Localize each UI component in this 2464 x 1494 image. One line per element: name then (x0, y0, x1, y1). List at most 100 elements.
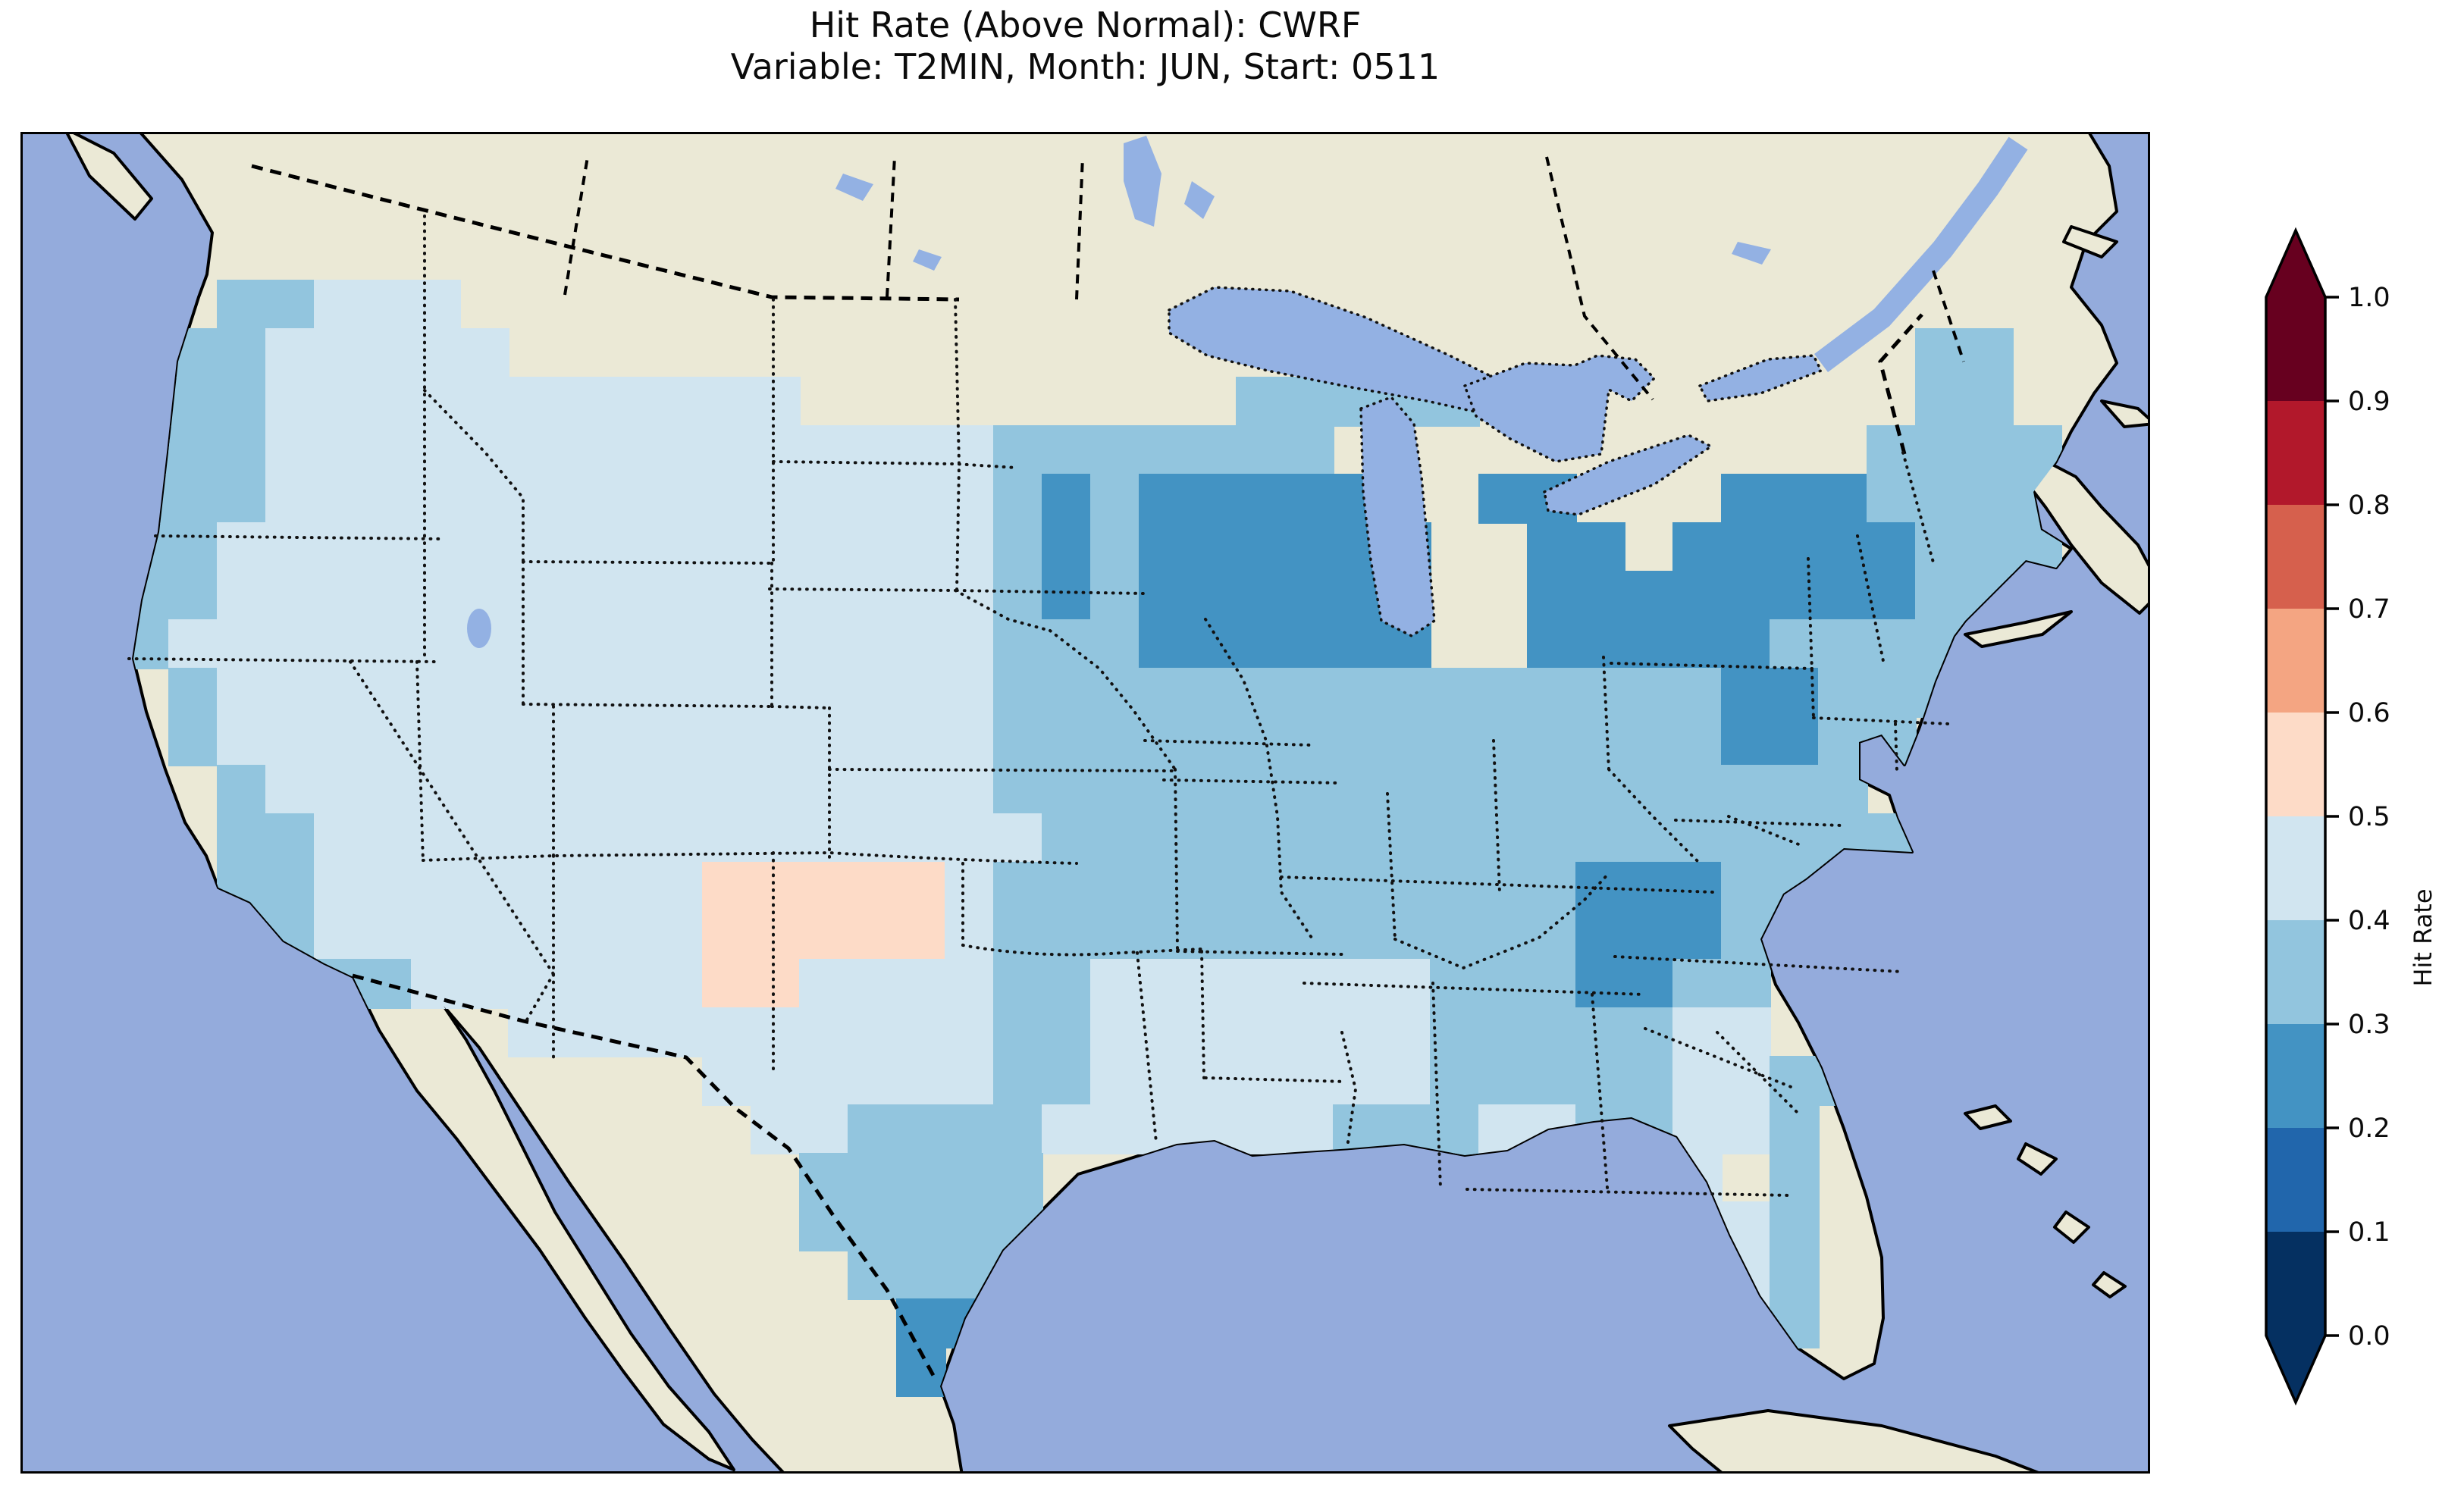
hit-rate-cell (1721, 716, 1771, 766)
hit-rate-cell (362, 522, 412, 572)
colorbar-tick-label: 1.0 (2348, 283, 2390, 313)
hit-rate-cell (1381, 862, 1431, 912)
hit-rate-cell (1672, 619, 1723, 669)
state-borders (127, 215, 1950, 1197)
hit-rate-cell (314, 377, 364, 427)
hit-rate-cell (1139, 619, 1189, 669)
hit-rate-cell (1867, 571, 1917, 621)
hit-rate-cell (265, 862, 315, 912)
hit-rate-cell (265, 425, 315, 475)
hit-rate-cell (1090, 522, 1140, 572)
bahamas-island (1964, 1104, 2012, 1130)
hit-rate-cell (1575, 813, 1625, 863)
colorbar-extend-high-arrow (2266, 230, 2325, 297)
hit-rate-cell (751, 1056, 801, 1106)
hit-rate-cell (1867, 619, 1917, 669)
hit-rate-cell (1770, 1250, 1820, 1300)
hit-rate-cell (799, 716, 849, 766)
hit-rate-cell (508, 619, 558, 669)
hit-rate-cell (848, 910, 898, 960)
hit-rate-cell (1284, 1104, 1334, 1154)
hit-rate-cell (896, 474, 946, 524)
hit-rate-cell (1187, 959, 1237, 1009)
hit-rate-cell (945, 619, 995, 669)
hit-rate-cell (1236, 619, 1286, 669)
hit-rate-cell (1284, 910, 1334, 960)
hit-rate-cell (896, 1201, 946, 1251)
hit-rate-cell (508, 765, 558, 815)
hit-rate-cell (654, 910, 704, 960)
colorbar-tick-label: 0.4 (2348, 906, 2390, 936)
hit-rate-cell (1721, 1104, 1771, 1154)
us-canada-border (251, 164, 960, 302)
hit-rate-cell (945, 522, 995, 572)
hit-rate-cell (459, 377, 509, 427)
hit-rate-cell (1090, 813, 1140, 863)
hit-rate-cell (1964, 522, 2014, 572)
hit-rate-cell (1527, 619, 1577, 669)
hit-rate-cell (896, 425, 946, 475)
lake-ontario (1698, 354, 1823, 402)
colorbar-extend-low-arrow (2266, 1336, 2325, 1402)
hit-rate-cell (556, 522, 607, 572)
hit-rate-cell (411, 765, 461, 815)
hit-rate-cell (362, 813, 412, 863)
hit-rate-cell (1672, 1056, 1723, 1106)
lake-winnipeg (1124, 136, 1161, 227)
hit-rate-cell (702, 425, 752, 475)
hit-rate-cell (1964, 474, 2014, 524)
hit-rate-cell (1430, 1104, 1480, 1154)
hit-rate-cell (896, 1250, 946, 1300)
hit-rate-cell (168, 425, 218, 475)
hit-rate-cell (896, 716, 946, 766)
colorbar-tick-label: 0.8 (2348, 490, 2390, 521)
hit-rate-cell (654, 765, 704, 815)
hit-rate-cell (1236, 522, 1286, 572)
hit-rate-cell (1624, 959, 1674, 1009)
nova-scotia (2024, 457, 2148, 615)
hit-rate-cell (314, 571, 364, 621)
vancouver-island (65, 134, 153, 221)
hit-rate-cell (702, 910, 752, 960)
hit-rate-cell (993, 1153, 1043, 1203)
hit-rate-cell (1527, 716, 1577, 766)
hit-rate-cell (1187, 1056, 1237, 1106)
hit-rate-cell (1672, 1007, 1723, 1057)
hit-rate-cell (1478, 813, 1528, 863)
colorbar-tick-label: 0.3 (2348, 1010, 2390, 1040)
hit-rate-cell (896, 571, 946, 621)
hit-rate-cell (1478, 862, 1528, 912)
hit-rate-cell (1672, 522, 1723, 572)
hit-rate-cell (1770, 571, 1820, 621)
hit-rate-cell (1284, 813, 1334, 863)
hit-rate-cell (654, 716, 704, 766)
hit-rate-cell (993, 425, 1043, 475)
hit-rate-cell (654, 959, 704, 1009)
hit-rate-cell (1624, 862, 1674, 912)
hit-rate-cell (702, 716, 752, 766)
hit-rate-cell (848, 425, 898, 475)
hit-rate-cell (556, 377, 607, 427)
conus-hit-rate-map (23, 134, 2148, 1471)
hit-rate-cell (314, 522, 364, 572)
hit-rate-cell (1672, 959, 1723, 1009)
hit-rate-cell (896, 862, 946, 912)
hit-rate-cell (1527, 910, 1577, 960)
hit-rate-cell (265, 668, 315, 718)
hit-rate-cell (945, 716, 995, 766)
hit-rate-cell (362, 862, 412, 912)
hit-rate-cell (314, 668, 364, 718)
hit-rate-cell (1575, 668, 1625, 718)
hit-rate-cell (1478, 668, 1528, 718)
hit-rate-cell (1575, 619, 1625, 669)
hit-rate-cell (265, 522, 315, 572)
hit-rate-cell (1721, 668, 1771, 718)
hit-rate-cell (459, 765, 509, 815)
hit-rate-cell (1624, 910, 1674, 960)
hit-rate-cell (654, 619, 704, 669)
hit-rate-cell (1333, 1007, 1383, 1057)
title-line-1: Hit Rate (Above Normal): CWRF (809, 5, 1362, 45)
hit-rate-cell (1236, 425, 1286, 475)
hit-rate-cell (1042, 1007, 1092, 1057)
hit-rate-cell (702, 619, 752, 669)
